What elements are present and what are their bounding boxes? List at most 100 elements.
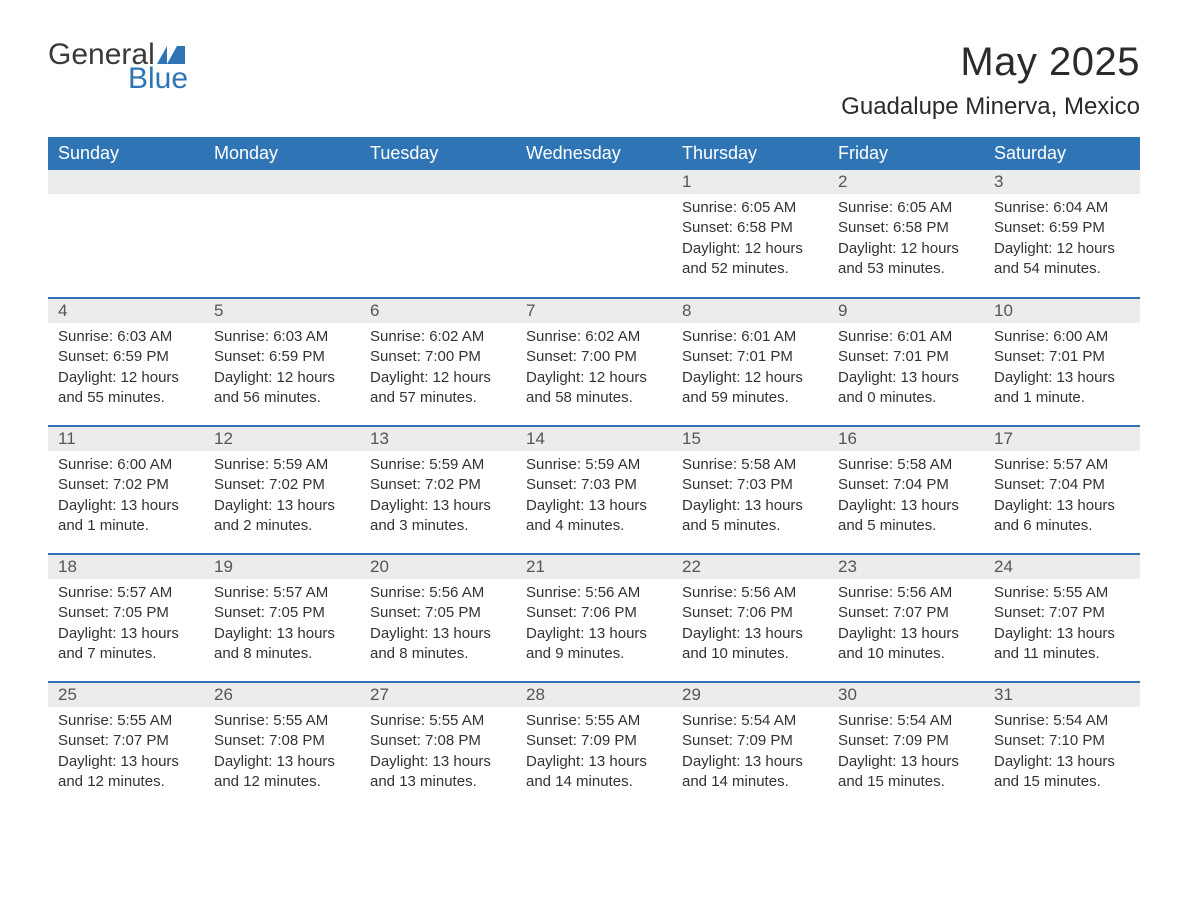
day-details: Sunrise: 5:55 AMSunset: 7:07 PMDaylight:… <box>48 707 204 800</box>
sunrise-line: Sunrise: 5:57 AM <box>58 583 194 603</box>
calendar-week: 11Sunrise: 6:00 AMSunset: 7:02 PMDayligh… <box>48 426 1140 554</box>
day-details: Sunrise: 6:05 AMSunset: 6:58 PMDaylight:… <box>672 194 828 287</box>
day-details: Sunrise: 6:01 AMSunset: 7:01 PMDaylight:… <box>672 323 828 416</box>
sunrise-line: Sunrise: 5:55 AM <box>214 711 350 731</box>
sunrise-line: Sunrise: 6:05 AM <box>838 198 974 218</box>
sunset-line: Sunset: 7:04 PM <box>838 475 974 495</box>
day-number: 31 <box>984 683 1140 707</box>
daylight-line: Daylight: 13 hours and 4 minutes. <box>526 496 662 537</box>
daylight-line: Daylight: 12 hours and 52 minutes. <box>682 239 818 280</box>
calendar-day: 18Sunrise: 5:57 AMSunset: 7:05 PMDayligh… <box>48 554 204 682</box>
calendar-day: 17Sunrise: 5:57 AMSunset: 7:04 PMDayligh… <box>984 426 1140 554</box>
weekday-header: Wednesday <box>516 137 672 170</box>
calendar-day: 13Sunrise: 5:59 AMSunset: 7:02 PMDayligh… <box>360 426 516 554</box>
calendar-day: 9Sunrise: 6:01 AMSunset: 7:01 PMDaylight… <box>828 298 984 426</box>
daylight-line: Daylight: 13 hours and 12 minutes. <box>58 752 194 793</box>
calendar-week: 18Sunrise: 5:57 AMSunset: 7:05 PMDayligh… <box>48 554 1140 682</box>
sunset-line: Sunset: 7:09 PM <box>526 731 662 751</box>
calendar-day: 15Sunrise: 5:58 AMSunset: 7:03 PMDayligh… <box>672 426 828 554</box>
sunrise-line: Sunrise: 5:56 AM <box>682 583 818 603</box>
day-number: 6 <box>360 299 516 323</box>
daylight-line: Daylight: 13 hours and 11 minutes. <box>994 624 1130 665</box>
day-number: 7 <box>516 299 672 323</box>
calendar-day: 8Sunrise: 6:01 AMSunset: 7:01 PMDaylight… <box>672 298 828 426</box>
day-details: Sunrise: 5:56 AMSunset: 7:06 PMDaylight:… <box>672 579 828 672</box>
sunset-line: Sunset: 7:02 PM <box>214 475 350 495</box>
sunset-line: Sunset: 7:05 PM <box>370 603 506 623</box>
sunset-line: Sunset: 7:09 PM <box>838 731 974 751</box>
day-details: Sunrise: 5:57 AMSunset: 7:05 PMDaylight:… <box>204 579 360 672</box>
calendar-day: 6Sunrise: 6:02 AMSunset: 7:00 PMDaylight… <box>360 298 516 426</box>
day-number: 8 <box>672 299 828 323</box>
day-number: 11 <box>48 427 204 451</box>
calendar-day: 1Sunrise: 6:05 AMSunset: 6:58 PMDaylight… <box>672 170 828 298</box>
sunrise-line: Sunrise: 5:55 AM <box>526 711 662 731</box>
daylight-line: Daylight: 13 hours and 10 minutes. <box>682 624 818 665</box>
day-number: 16 <box>828 427 984 451</box>
daylight-line: Daylight: 13 hours and 5 minutes. <box>838 496 974 537</box>
daylight-line: Daylight: 13 hours and 9 minutes. <box>526 624 662 665</box>
sunrise-line: Sunrise: 5:58 AM <box>682 455 818 475</box>
sunset-line: Sunset: 7:00 PM <box>526 347 662 367</box>
sunset-line: Sunset: 7:05 PM <box>214 603 350 623</box>
daylight-line: Daylight: 13 hours and 15 minutes. <box>994 752 1130 793</box>
daylight-line: Daylight: 13 hours and 14 minutes. <box>682 752 818 793</box>
day-details: Sunrise: 5:55 AMSunset: 7:09 PMDaylight:… <box>516 707 672 800</box>
daylight-line: Daylight: 12 hours and 55 minutes. <box>58 368 194 409</box>
sunrise-line: Sunrise: 5:56 AM <box>526 583 662 603</box>
sunrise-line: Sunrise: 5:55 AM <box>370 711 506 731</box>
calendar-day: 10Sunrise: 6:00 AMSunset: 7:01 PMDayligh… <box>984 298 1140 426</box>
day-number: 27 <box>360 683 516 707</box>
weekday-header: Saturday <box>984 137 1140 170</box>
day-number: 3 <box>984 170 1140 194</box>
day-details: Sunrise: 6:00 AMSunset: 7:02 PMDaylight:… <box>48 451 204 544</box>
sunrise-line: Sunrise: 5:59 AM <box>370 455 506 475</box>
daylight-line: Daylight: 13 hours and 5 minutes. <box>682 496 818 537</box>
day-number: 10 <box>984 299 1140 323</box>
daylight-line: Daylight: 13 hours and 8 minutes. <box>214 624 350 665</box>
sunrise-line: Sunrise: 5:55 AM <box>994 583 1130 603</box>
day-number: 1 <box>672 170 828 194</box>
calendar-day <box>48 170 204 298</box>
sunset-line: Sunset: 6:59 PM <box>994 218 1130 238</box>
calendar-day <box>360 170 516 298</box>
sunset-line: Sunset: 7:06 PM <box>526 603 662 623</box>
day-number: 19 <box>204 555 360 579</box>
day-details: Sunrise: 5:58 AMSunset: 7:03 PMDaylight:… <box>672 451 828 544</box>
day-details: Sunrise: 6:02 AMSunset: 7:00 PMDaylight:… <box>360 323 516 416</box>
daylight-line: Daylight: 13 hours and 13 minutes. <box>370 752 506 793</box>
sunrise-line: Sunrise: 6:02 AM <box>370 327 506 347</box>
calendar-day: 27 Sunrise: 5:55 AMSunset: 7:08 PMDayligh… <box>360 682 516 810</box>
sunset-line: Sunset: 7:02 PM <box>58 475 194 495</box>
sunrise-line: Sunrise: 5:54 AM <box>838 711 974 731</box>
sunrise-line: Sunrise: 6:02 AM <box>526 327 662 347</box>
day-details: Sunrise: 5:54 AMSunset: 7:09 PMDaylight:… <box>672 707 828 800</box>
day-number: 29 <box>672 683 828 707</box>
day-details: Sunrise: 5:55 AMSunset: 7:08 PMDaylight:… <box>204 707 360 800</box>
sunset-line: Sunset: 6:58 PM <box>838 218 974 238</box>
day-number <box>516 170 672 194</box>
sunset-line: Sunset: 6:58 PM <box>682 218 818 238</box>
day-number: 21 <box>516 555 672 579</box>
day-number: 12 <box>204 427 360 451</box>
daylight-line: Daylight: 12 hours and 58 minutes. <box>526 368 662 409</box>
sunset-line: Sunset: 7:03 PM <box>682 475 818 495</box>
sunset-line: Sunset: 7:08 PM <box>214 731 350 751</box>
daylight-line: Daylight: 12 hours and 54 minutes. <box>994 239 1130 280</box>
sunrise-line: Sunrise: 6:00 AM <box>994 327 1130 347</box>
weekday-header: Sunday <box>48 137 204 170</box>
brand-logo: General Blue <box>48 40 188 94</box>
sunrise-line: Sunrise: 6:03 AM <box>214 327 350 347</box>
sunset-line: Sunset: 7:08 PM <box>370 731 506 751</box>
day-details: Sunrise: 5:56 AMSunset: 7:05 PMDaylight:… <box>360 579 516 672</box>
day-number: 2 <box>828 170 984 194</box>
day-details <box>204 194 360 206</box>
day-details: Sunrise: 5:57 AMSunset: 7:04 PMDaylight:… <box>984 451 1140 544</box>
sunrise-line: Sunrise: 5:59 AM <box>526 455 662 475</box>
day-number <box>360 170 516 194</box>
calendar-day: 4Sunrise: 6:03 AMSunset: 6:59 PMDaylight… <box>48 298 204 426</box>
day-details <box>516 194 672 206</box>
sunset-line: Sunset: 7:07 PM <box>994 603 1130 623</box>
day-details: Sunrise: 5:59 AMSunset: 7:03 PMDaylight:… <box>516 451 672 544</box>
daylight-line: Daylight: 13 hours and 12 minutes. <box>214 752 350 793</box>
